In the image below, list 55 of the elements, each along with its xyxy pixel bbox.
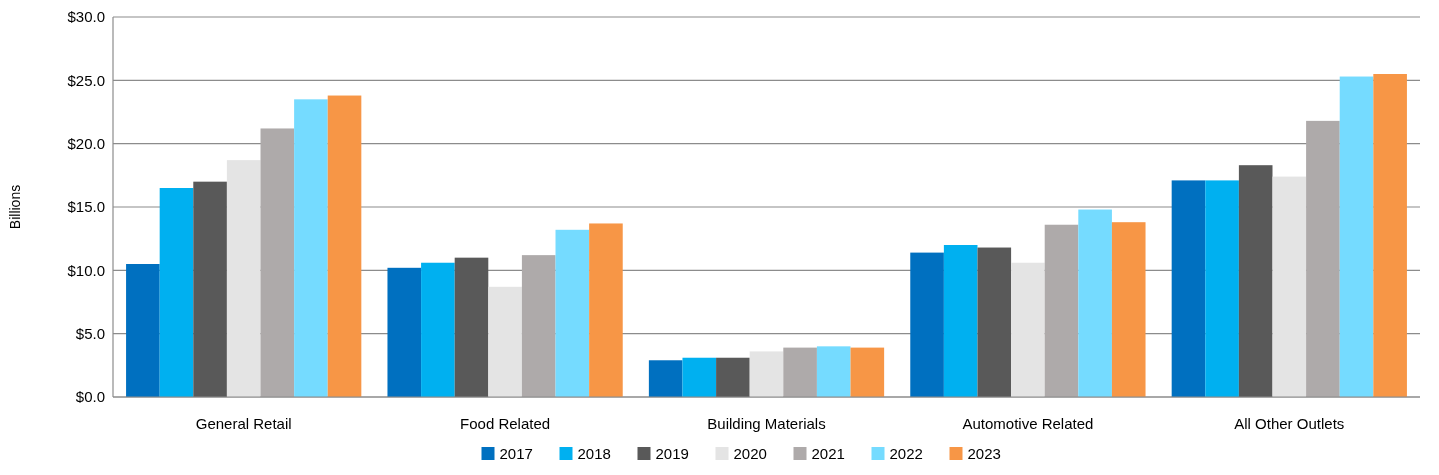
y-axis-title: Billions [7,184,23,230]
y-tick-label: $0.0 [75,388,105,406]
x-tick-label: Building Materials [707,415,826,432]
bar [1011,262,1045,397]
bar [294,99,328,397]
legend-label: 2017 [499,445,533,463]
x-tick-label: General Retail [195,415,292,432]
y-tick-label: $5.0 [75,324,105,342]
legend-label: 2022 [889,445,923,463]
bar [1205,180,1239,397]
legend-label: 2023 [967,445,1001,463]
bar [783,347,817,397]
bar [1373,74,1407,397]
bar [454,257,489,397]
bar [521,255,556,397]
y-tick-label: $25.0 [67,71,105,89]
legend-label: 2018 [577,445,611,463]
bar [193,181,227,397]
bar [1044,224,1079,397]
x-tick-label: Food Related [460,415,551,432]
bar [226,160,261,397]
bar [1272,176,1307,397]
legend-label: 2020 [733,445,767,463]
x-tick-label: All Other Outlets [1234,415,1345,432]
bar [1078,209,1112,397]
bar [749,351,784,397]
bar [327,95,362,397]
bar [1339,76,1374,397]
y-tick-label: $20.0 [67,134,105,152]
bar [943,245,978,397]
bar [682,357,717,397]
bar [977,247,1012,397]
bar [126,264,160,397]
bar [716,357,750,397]
legend-label: 2019 [655,445,689,463]
y-tick-label: $30.0 [67,8,105,26]
bar [555,229,590,397]
y-tick-label: $10.0 [67,261,105,279]
bar [1306,120,1340,397]
bar [589,223,623,397]
bar [910,252,944,397]
bar [1171,180,1206,397]
bar [816,346,851,397]
bar [387,267,422,397]
bar [260,128,295,397]
bar [421,262,455,397]
bar [159,188,194,397]
bar [1111,222,1146,397]
x-tick-label: Automotive Related [962,415,1094,432]
y-tick-label: $15.0 [67,198,105,216]
bar [488,286,522,397]
bar [850,347,885,397]
legend-label: 2021 [811,445,845,463]
bar [1238,165,1273,397]
bar [648,360,683,397]
